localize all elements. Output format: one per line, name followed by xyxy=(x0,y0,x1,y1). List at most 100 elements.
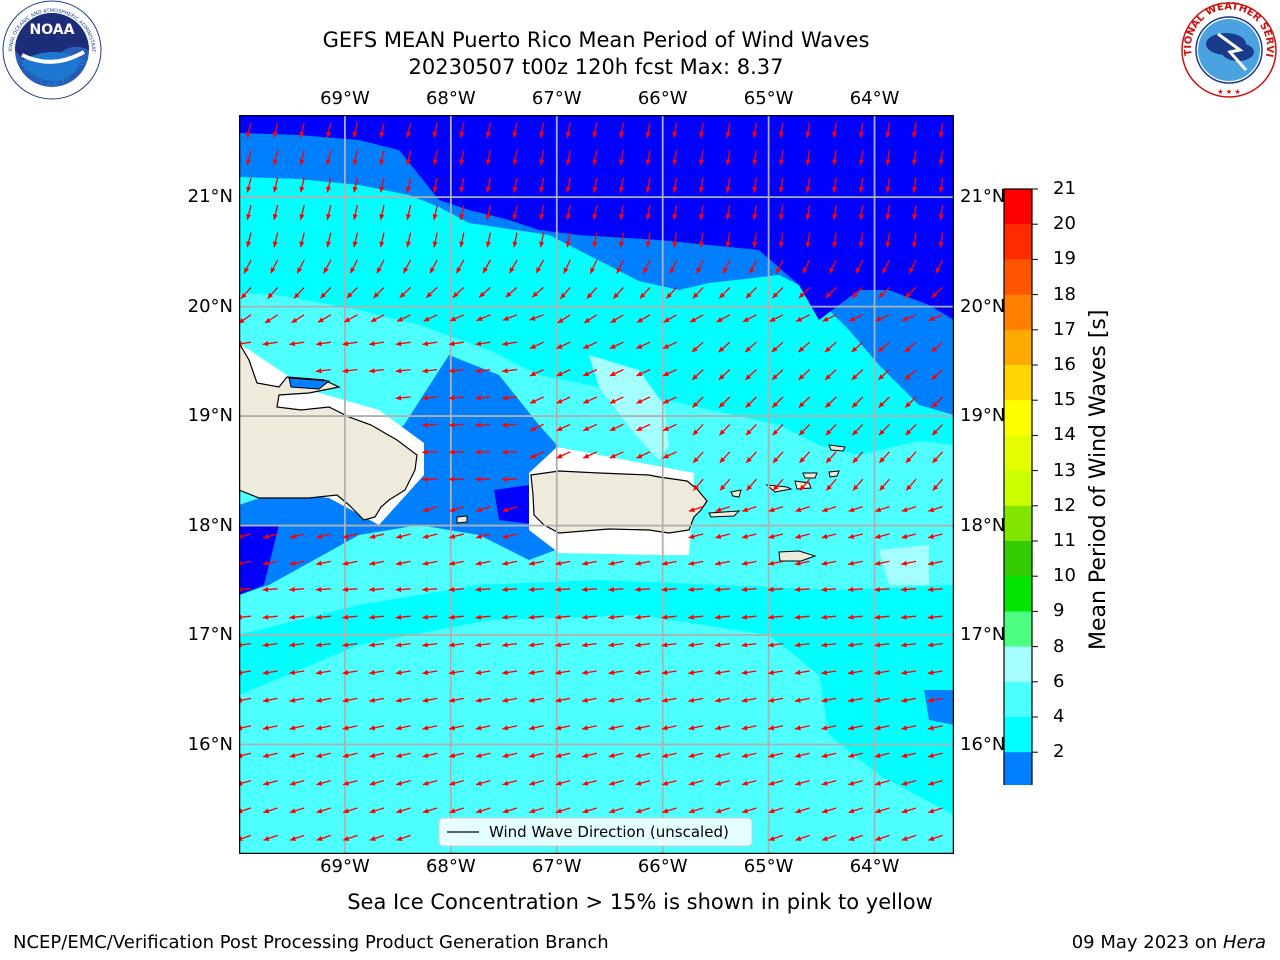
wave-direction-arrowhead xyxy=(448,642,455,648)
wave-direction-arrowhead xyxy=(825,346,831,353)
wave-direction-arrowhead xyxy=(395,697,402,703)
wave-direction-arrow xyxy=(239,779,252,785)
wave-direction-arrowhead xyxy=(698,159,705,166)
map-title: GEFS MEAN Puerto Rico Mean Period of Win… xyxy=(322,28,870,52)
wave-direction-arrowhead xyxy=(635,669,641,676)
island-st-croix xyxy=(778,550,817,562)
wave-direction-arrowhead xyxy=(743,317,750,322)
wave-direction-arrowhead xyxy=(725,132,731,138)
wave-direction-arrowhead xyxy=(635,780,642,786)
wave-direction-arrowhead xyxy=(885,186,891,193)
map-frame xyxy=(239,115,954,854)
wave-direction-arrowhead xyxy=(672,132,678,138)
wave-direction-arrowhead xyxy=(556,453,563,459)
wave-direction-arrowhead xyxy=(608,642,615,648)
wave-direction-arrowhead xyxy=(749,267,755,274)
wave-direction-arrowhead xyxy=(931,401,938,408)
lon-tick-label: 66°W xyxy=(637,88,688,109)
wave-direction-arrowhead xyxy=(262,669,269,676)
wave-direction-arrowhead xyxy=(529,808,536,814)
wave-direction-arrowhead xyxy=(317,317,324,323)
wave-direction-arrowhead xyxy=(342,753,349,759)
colorbar-segment xyxy=(1004,365,1032,401)
wave-direction-arrowhead xyxy=(422,669,429,676)
wave-direction-arrowhead xyxy=(666,292,672,299)
colorbar-label: 18 xyxy=(1053,283,1076,305)
wave-direction-arrowhead xyxy=(369,753,376,759)
wave-direction-arrowhead xyxy=(475,533,482,539)
wave-direction-arrowhead xyxy=(794,642,801,648)
wave-direction-arrowhead xyxy=(449,560,455,566)
wave-direction-arrowhead xyxy=(395,395,402,401)
wave-direction-arrowhead xyxy=(399,292,406,298)
lon-tick-label: 68°W xyxy=(425,856,476,877)
wave-direction-arrowhead xyxy=(379,241,385,248)
hispaniola-land xyxy=(239,341,418,521)
wave-direction-arrowhead xyxy=(555,808,562,814)
wave-direction-arrowhead xyxy=(272,186,278,193)
map-subtitle: 20230507 t00z 120h fcst Max: 8.37 xyxy=(408,55,784,79)
wave-direction-arrowhead xyxy=(927,642,934,648)
noaa-logo-text: NOAA xyxy=(30,22,75,38)
lake-enriquillo xyxy=(288,377,331,390)
wave-direction-arrowhead xyxy=(692,401,699,408)
wave-direction-arrowhead xyxy=(772,429,779,436)
wave-direction-arrowhead xyxy=(905,401,911,408)
wave-direction-arrowhead xyxy=(583,398,590,404)
wave-direction-arrowhead xyxy=(852,429,858,436)
lat-tick-label: 19°N xyxy=(187,405,233,427)
lon-tick-label: 68°W xyxy=(425,88,476,109)
wave-direction-arrowhead xyxy=(662,780,669,786)
wave-direction-arrowhead xyxy=(475,642,482,648)
wave-direction-arrowhead xyxy=(430,267,435,274)
lat-tick-label: 19°N xyxy=(960,405,1006,427)
wave-direction-arrowhead xyxy=(688,669,695,676)
wave-direction-arrowhead xyxy=(931,292,938,298)
wave-direction-arrowhead xyxy=(902,316,909,321)
wave-direction-arrowhead xyxy=(768,533,775,539)
lon-tick-label: 65°W xyxy=(743,856,794,877)
wave-direction-arrowhead xyxy=(502,642,508,648)
wave-direction-arrowhead xyxy=(794,560,801,566)
wave-direction-arrowhead xyxy=(768,614,774,620)
wave-direction-arrowhead xyxy=(768,507,775,513)
wave-direction-arrowhead xyxy=(825,292,832,298)
wave-direction-arrowhead xyxy=(485,131,491,138)
wave-direction-arrowhead xyxy=(821,560,828,566)
wave-direction-arrowhead xyxy=(582,808,589,814)
wave-direction-arrowhead xyxy=(848,753,855,759)
wave-direction-arrowhead xyxy=(557,317,564,324)
wave-direction-arrow xyxy=(239,560,252,565)
colorbar-label: 2 xyxy=(1053,741,1065,763)
wave-direction-arrowhead xyxy=(555,642,561,648)
wave-direction-arrowhead xyxy=(688,533,695,539)
colorbar-segment xyxy=(1004,435,1032,472)
wave-direction-arrowhead xyxy=(422,422,428,428)
wave-direction-arrowhead xyxy=(376,267,382,274)
wave-direction-arrowhead xyxy=(369,533,376,539)
wave-direction-arrowhead xyxy=(715,507,722,513)
wave-direction-arrowhead xyxy=(395,642,402,648)
wave-direction-arrowhead xyxy=(822,316,829,322)
wave-direction-arrowhead xyxy=(805,241,811,248)
wave-direction-arrowhead xyxy=(852,401,858,408)
wave-direction-arrowhead xyxy=(752,132,758,138)
wave-direction-arrowhead xyxy=(608,725,615,731)
wave-direction-arrowhead xyxy=(847,642,854,648)
wave-direction-arrowhead xyxy=(609,780,615,786)
wave-period-map[interactable]: Wind Wave Direction (unscaled) xyxy=(239,115,954,854)
wave-direction-arrowhead xyxy=(619,241,625,248)
wave-direction-arrowhead xyxy=(672,214,678,220)
wave-direction-arrowhead xyxy=(326,241,332,248)
wave-direction-arrowhead xyxy=(928,753,934,759)
wave-direction-arrowhead xyxy=(901,507,908,513)
wave-direction-arrowhead xyxy=(406,186,412,193)
wave-direction-arrowhead xyxy=(874,753,881,759)
wave-direction-arrowhead xyxy=(635,753,642,759)
wave-direction-arrowhead xyxy=(539,186,545,193)
wave-direction-arrowhead xyxy=(885,214,891,220)
wave-direction-arrowhead xyxy=(449,533,456,539)
wave-direction-arrowhead xyxy=(752,214,758,220)
wave-direction-arrowhead xyxy=(932,457,939,463)
wave-direction-arrowhead xyxy=(529,315,536,321)
